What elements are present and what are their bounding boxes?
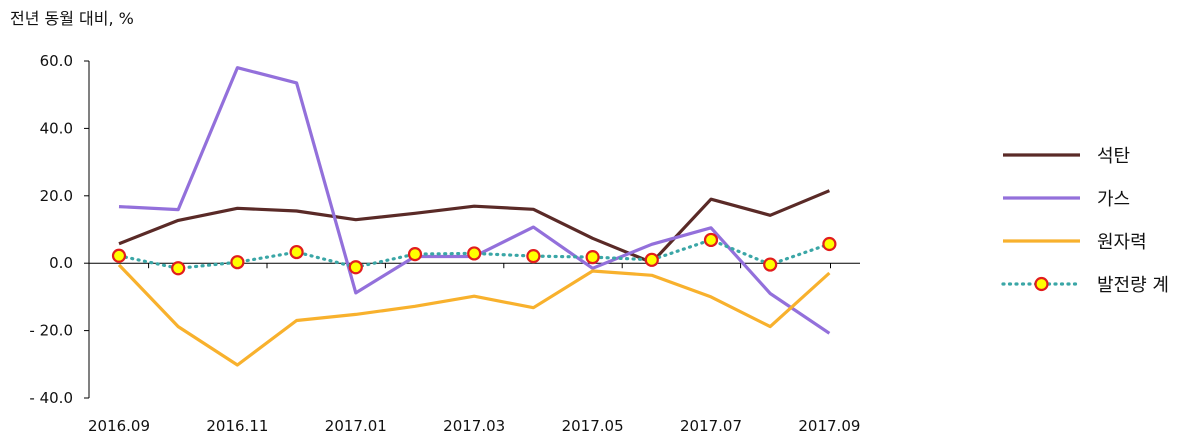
x-tick-label: 2017.01 [325, 417, 387, 435]
legend-label-1: 가스 [1097, 189, 1130, 210]
data-point [822, 236, 837, 252]
data-point [171, 261, 186, 276]
y-tick-label: 20.0 [40, 187, 73, 205]
y-tick-label: 40.0 [40, 119, 73, 137]
x-tick-label: 2017.05 [562, 417, 624, 435]
legend-label-2: 원자력 [1097, 232, 1147, 253]
legend-label-3: 발전량 계 [1097, 275, 1169, 296]
data-point [763, 257, 778, 272]
y-tick-label: 60.0 [40, 52, 73, 70]
x-tick-label: 2016.09 [88, 417, 150, 435]
legend-label-0: 석탄 [1097, 146, 1130, 167]
data-point [348, 260, 363, 275]
data-point [111, 248, 127, 263]
x-tick-label: 2016.11 [206, 417, 268, 435]
y-tick-label: - 40.0 [29, 389, 73, 407]
x-tick-label: 2017.03 [443, 417, 505, 435]
series-line-0 [118, 189, 831, 265]
data-point [230, 255, 245, 270]
data-point [526, 249, 541, 264]
data-point [703, 232, 719, 248]
x-tick-label: 2017.09 [798, 417, 860, 435]
y-tick-label: - 20.0 [29, 322, 73, 340]
series-line-2 [117, 263, 831, 367]
series-layer [111, 66, 837, 367]
data-point [467, 246, 482, 261]
data-point [289, 244, 304, 260]
data-point [644, 252, 659, 267]
axes: 60.0 40.0 20.0 0.0 - 20.0 - 40.0 2016.09 2016.1… [29, 52, 860, 435]
x-tick-label: 2017.07 [680, 417, 742, 435]
series-line-1 [118, 66, 831, 335]
y-tick-label: 0.0 [49, 254, 73, 272]
data-point [407, 247, 423, 262]
unit-label: 전년 동월 대비, % [10, 9, 134, 28]
legend-marker [1034, 276, 1049, 292]
data-point [585, 250, 600, 265]
